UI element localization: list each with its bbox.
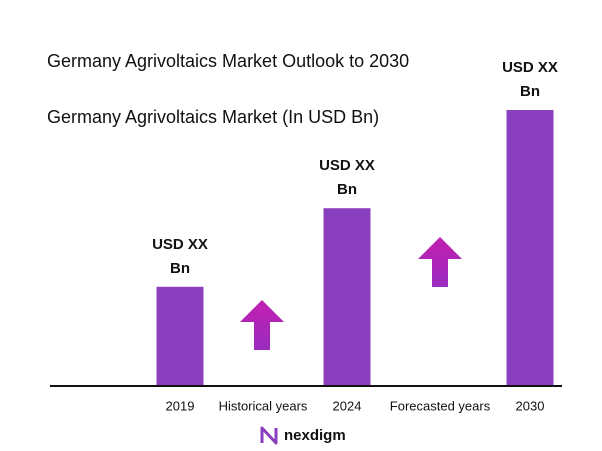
x-tick-label: 2024 [333, 398, 362, 413]
data-label: USD XX Bn [502, 59, 558, 100]
bar [323, 208, 371, 385]
x-tick-label: 2019 [166, 398, 195, 413]
x-tick-label: 2030 [516, 398, 545, 413]
up-arrow [240, 300, 284, 350]
annotation: Forecasted years [390, 398, 491, 413]
data-label: USD XX Bn [152, 235, 208, 277]
chart-subtitle: Germany Agrivoltaics Market (In USD Bn) [47, 107, 379, 127]
chart-title: Germany Agrivoltaics Market Outlook to 2… [47, 51, 409, 71]
logo-text: nexdigm [284, 427, 346, 444]
bar [506, 110, 554, 385]
annotation: Historical years [219, 398, 308, 413]
data-label: USD XX Bn [319, 157, 375, 199]
up-arrow [418, 237, 462, 287]
bar [156, 286, 204, 385]
logo-icon [260, 426, 278, 445]
